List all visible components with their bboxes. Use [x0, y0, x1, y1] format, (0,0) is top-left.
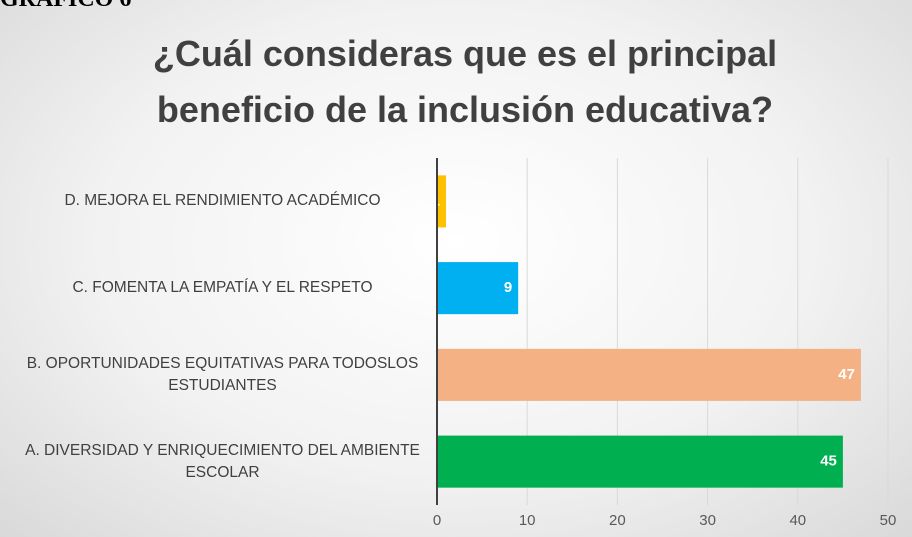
x-tick-label: 40 — [789, 512, 806, 529]
x-tick-label: 50 — [880, 512, 897, 529]
data-label: 45 — [820, 453, 837, 470]
bar — [437, 348, 861, 401]
bar — [437, 262, 519, 315]
y-tick-label: A. DIVERSIDAD Y ENRIQUECIMIENTO DEL AMBI… — [25, 441, 420, 481]
data-label: 9 — [504, 279, 512, 296]
heading: GRÁFICO 6 — [0, 0, 131, 13]
y-tick-label: C. FOMENTA LA EMPATÍA Y EL RESPETO — [72, 279, 373, 297]
x-tick-label: 30 — [699, 512, 716, 529]
x-tick-label: 20 — [609, 512, 626, 529]
bar — [437, 175, 447, 228]
data-label: 47 — [838, 366, 855, 383]
x-tick-label: 0 — [433, 512, 441, 529]
bar — [437, 435, 843, 488]
data-label: 1 — [432, 192, 440, 209]
x-tick-label: 10 — [519, 512, 536, 529]
y-tick-label: D. MEJORA EL RENDIMIENTO ACADÉMICO — [64, 192, 381, 210]
y-tick-label: B. OPORTUNIDADES EQUITATIVAS PARA TODOSL… — [26, 354, 419, 394]
chart-title: ¿Cuál consideras que es el principal ben… — [152, 33, 778, 130]
